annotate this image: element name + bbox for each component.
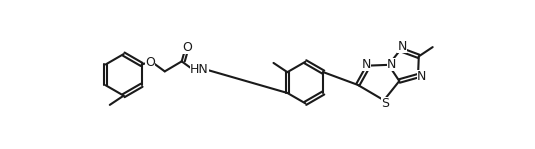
- Text: O: O: [182, 41, 192, 54]
- Text: N: N: [362, 58, 371, 71]
- Text: N: N: [417, 70, 426, 83]
- Text: N: N: [398, 40, 407, 53]
- Text: S: S: [381, 97, 389, 110]
- Text: O: O: [145, 56, 155, 69]
- Text: N: N: [387, 58, 396, 71]
- Text: HN: HN: [190, 63, 209, 76]
